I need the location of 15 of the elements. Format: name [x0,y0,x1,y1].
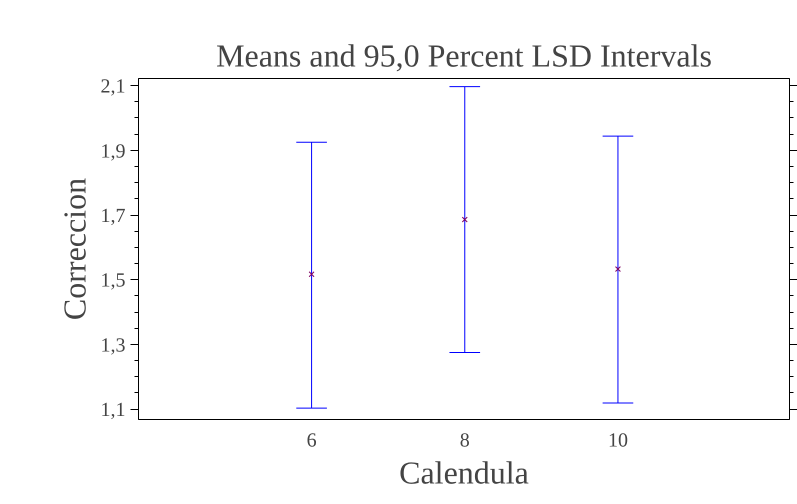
point [308,271,315,278]
y-tick-label: 1,1 [100,399,126,422]
point [614,266,621,272]
x-tick-label: 6 [306,430,317,452]
y-tick-label: 1,3 [100,334,126,356]
x-axis-title: Calendula [399,454,529,490]
chart-title: Means and 95,0 Percent LSD Intervals [216,38,712,74]
y-tick-label: 1,5 [100,270,126,292]
x-tick-label: 10 [608,430,628,452]
y-axis-title: Correccion [56,178,92,320]
x-tick-label: 8 [460,430,470,452]
point [462,216,468,223]
y-tick-label: 1,9 [100,140,126,162]
y-tick-label: 2,1 [100,76,126,98]
y-tick-label: 1,7 [100,205,126,228]
